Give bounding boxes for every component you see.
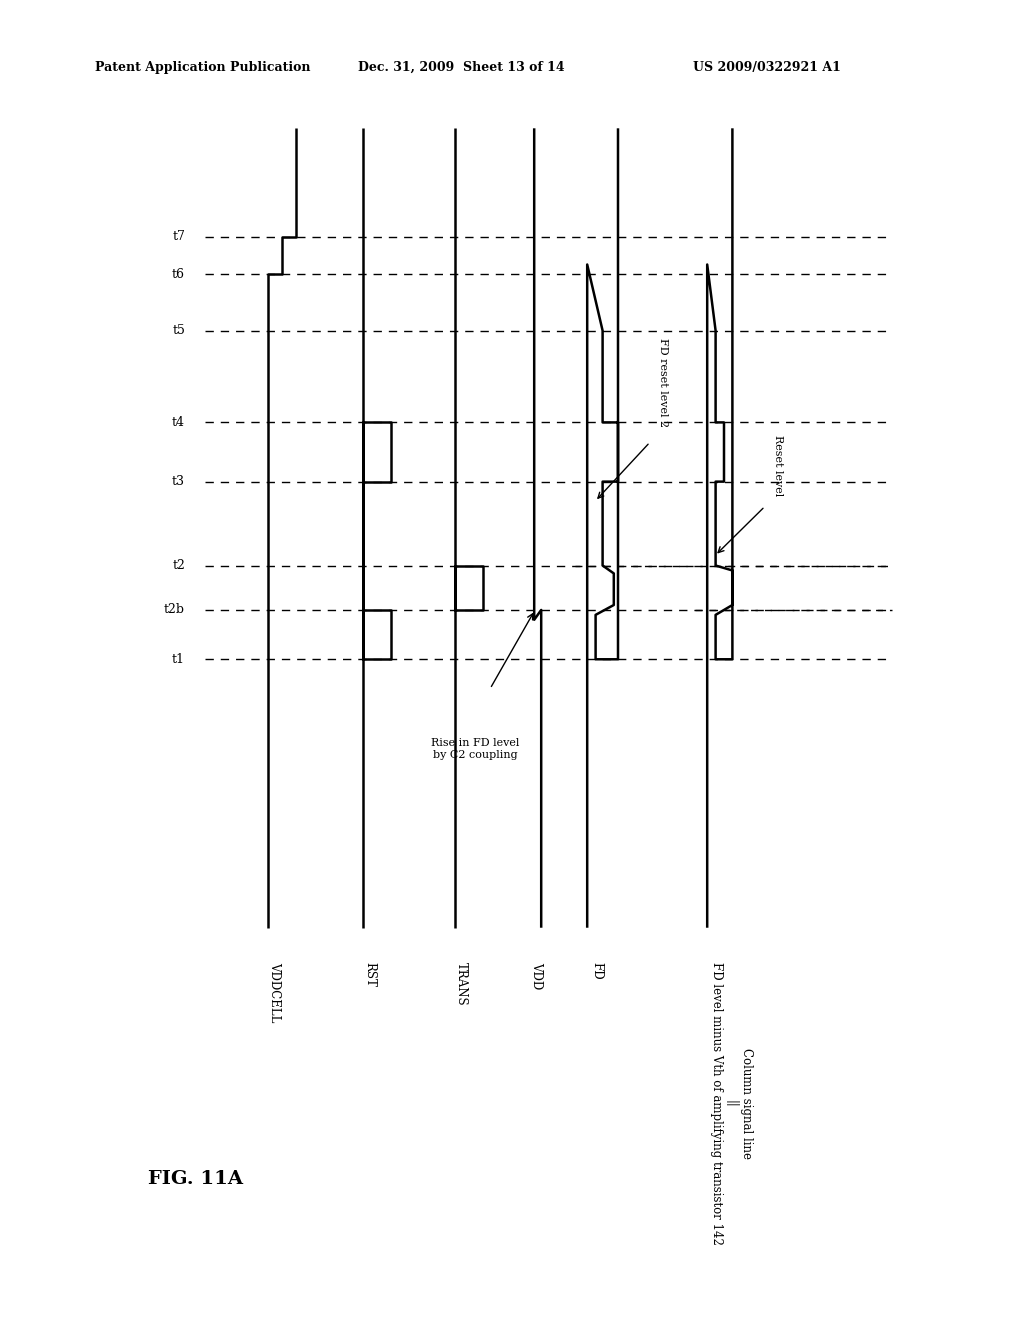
Text: US 2009/0322921 A1: US 2009/0322921 A1 bbox=[693, 61, 841, 74]
Text: t3: t3 bbox=[172, 475, 185, 488]
Text: t1: t1 bbox=[172, 653, 185, 665]
Text: t2b: t2b bbox=[164, 603, 185, 616]
Text: VDDCELL: VDDCELL bbox=[268, 962, 281, 1023]
Text: VDD: VDD bbox=[530, 962, 543, 990]
Text: t4: t4 bbox=[172, 416, 185, 429]
Text: t5: t5 bbox=[172, 325, 185, 337]
Text: FD reset level 2: FD reset level 2 bbox=[658, 338, 668, 428]
Text: Patent Application Publication: Patent Application Publication bbox=[95, 61, 310, 74]
Text: FD: FD bbox=[590, 962, 603, 979]
Text: t2: t2 bbox=[172, 560, 185, 572]
Text: Column signal line
||
FD level minus Vth of amplifying transistor 142: Column signal line || FD level minus Vth… bbox=[710, 962, 753, 1245]
Text: FIG. 11A: FIG. 11A bbox=[148, 1170, 243, 1188]
Text: t6: t6 bbox=[172, 268, 185, 281]
Text: Rise in FD level
by C2 coupling: Rise in FD level by C2 coupling bbox=[431, 738, 519, 760]
Text: RST: RST bbox=[362, 962, 376, 987]
Text: TRANS: TRANS bbox=[455, 962, 468, 1006]
Text: Reset level: Reset level bbox=[773, 436, 783, 496]
Text: Dec. 31, 2009  Sheet 13 of 14: Dec. 31, 2009 Sheet 13 of 14 bbox=[358, 61, 564, 74]
Text: t7: t7 bbox=[172, 231, 185, 243]
